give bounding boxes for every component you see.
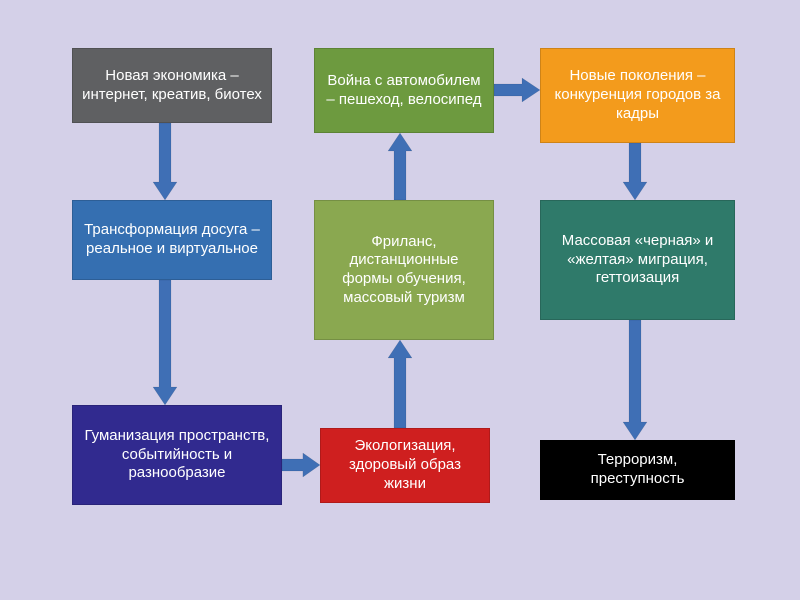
- node-n8: Экологизация, здоровый образ жизни: [320, 428, 490, 503]
- node-n4: Трансформация досуга – реальное и виртуа…: [72, 200, 272, 280]
- node-n7: Гуманизация пространств, событийность и …: [72, 405, 282, 505]
- arrow-n3-n6: [623, 143, 647, 200]
- arrow-n8-n5: [388, 340, 412, 428]
- node-n2: Война с автомобилем – пешеход, велосипед: [314, 48, 494, 133]
- arrow-n7-n8: [282, 453, 320, 477]
- node-n5: Фриланс, дистанционные формы обучения, м…: [314, 200, 494, 340]
- node-n6: Массовая «черная» и «желтая» миграция, г…: [540, 200, 735, 320]
- arrow-n4-n7: [153, 280, 177, 405]
- arrow-n5-n2: [388, 133, 412, 200]
- arrow-n2-n3: [494, 78, 540, 102]
- node-n9: Терроризм, преступность: [540, 440, 735, 500]
- node-n1: Новая экономика – интернет, креатив, био…: [72, 48, 272, 123]
- diagram-canvas: Новая экономика – интернет, креатив, био…: [0, 0, 800, 600]
- arrow-n1-n4: [153, 123, 177, 200]
- arrow-n6-n9: [623, 320, 647, 440]
- node-n3: Новые поколения – конкуренция городов за…: [540, 48, 735, 143]
